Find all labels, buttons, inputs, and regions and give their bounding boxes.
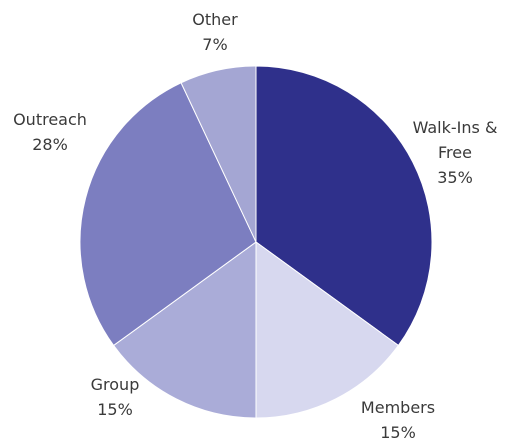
slice-label: Group 15% [70, 372, 160, 422]
value-label: 15% [97, 400, 133, 419]
pie-slice [180, 65, 257, 243]
category-label: Group [90, 375, 140, 394]
slice-label: Other 7% [175, 7, 255, 57]
category-label: Walk-Ins & Free [412, 118, 498, 162]
category-label: Outreach [13, 110, 87, 129]
slice-label: Walk-Ins & Free 35% [410, 115, 500, 190]
value-label: 7% [202, 35, 228, 54]
pie-slice [112, 241, 257, 419]
slice-label: Members 15% [343, 395, 453, 443]
value-label: 28% [32, 135, 68, 154]
value-label: 15% [380, 423, 416, 442]
value-label: 35% [437, 168, 473, 187]
pie-slice [255, 241, 400, 419]
category-label: Other [192, 10, 238, 29]
pie-slice [79, 82, 257, 347]
slice-label: Outreach 28% [0, 107, 100, 157]
category-label: Members [360, 398, 436, 417]
pie-slice [255, 65, 433, 347]
